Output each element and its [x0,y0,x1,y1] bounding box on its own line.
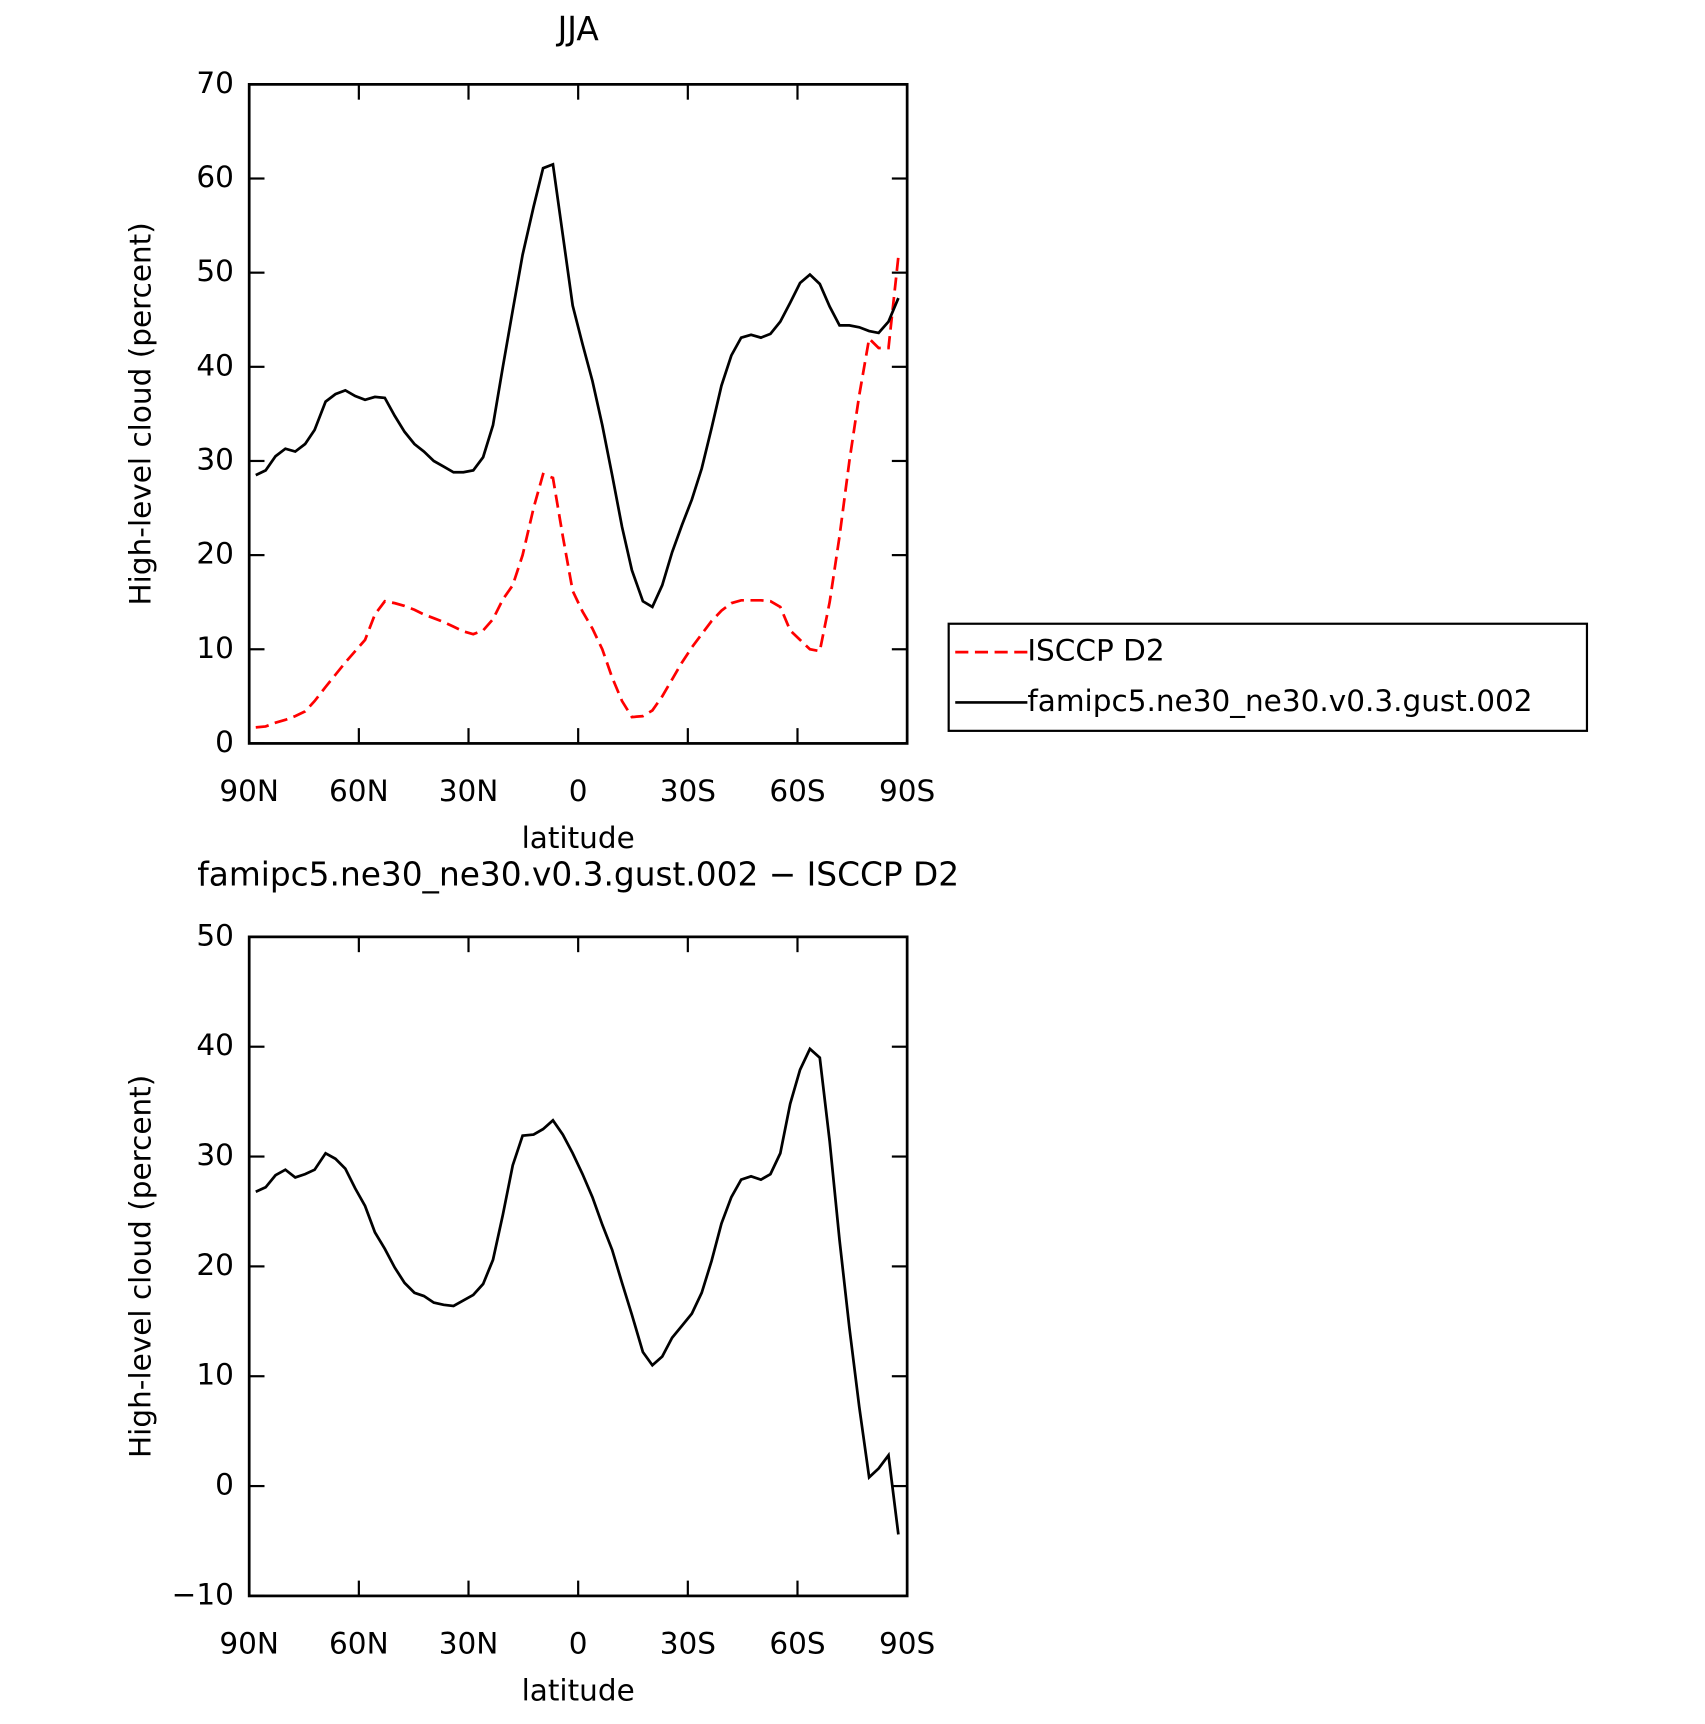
data-line [255,256,900,729]
x-tick-label: 30S [660,1627,716,1661]
y-tick-label: 50 [196,254,234,288]
x-tick-label: 0 [569,1627,588,1661]
y-tick-label: 60 [196,160,234,194]
x-axis-label: latitude [522,821,635,855]
legend-label: ISCCP D2 [1027,634,1164,668]
y-tick-label: 70 [196,66,234,100]
x-tick-label: 60S [769,1627,825,1661]
x-tick-label: 0 [569,774,588,808]
y-axis-label: High-level cloud (percent) [124,222,158,605]
chart-title: famipc5.ne30_ne30.v0.3.gust.002 − ISCCP … [197,856,959,894]
plot-frame [247,83,909,745]
y-tick-label: 0 [215,725,234,759]
x-tick-label: 90S [879,1627,935,1661]
x-tick-label: 60S [769,774,825,808]
y-tick-label: −10 [172,1577,234,1611]
data-line [255,1046,900,1535]
x-tick-label: 30N [439,774,499,808]
y-tick-label: 20 [196,1248,234,1282]
y-tick-label: 50 [196,918,234,952]
x-tick-label: 90N [219,1627,279,1661]
x-tick-label: 30N [439,1627,499,1661]
x-tick-label: 90S [879,774,935,808]
x-tick-label: 60N [329,1627,389,1661]
y-tick-label: 20 [196,537,234,571]
y-tick-label: 30 [196,442,234,476]
y-tick-label: 40 [196,1028,234,1062]
chart-title: JJA [556,10,600,48]
y-tick-label: 0 [215,1468,234,1502]
y-tick-label: 30 [196,1138,234,1172]
plot-frame [247,935,909,1598]
x-tick-label: 30S [660,774,716,808]
y-axis-label: High-level cloud (percent) [124,1075,158,1458]
x-tick-label: 60N [329,774,389,808]
x-axis-label: latitude [522,1674,635,1708]
data-line [255,162,900,609]
legend-box [947,622,1589,732]
x-tick-label: 90N [219,774,279,808]
legend-label: famipc5.ne30_ne30.v0.3.gust.002 [1027,684,1532,718]
y-tick-label: 10 [196,631,234,665]
y-tick-label: 40 [196,348,234,382]
y-tick-label: 10 [196,1358,234,1392]
